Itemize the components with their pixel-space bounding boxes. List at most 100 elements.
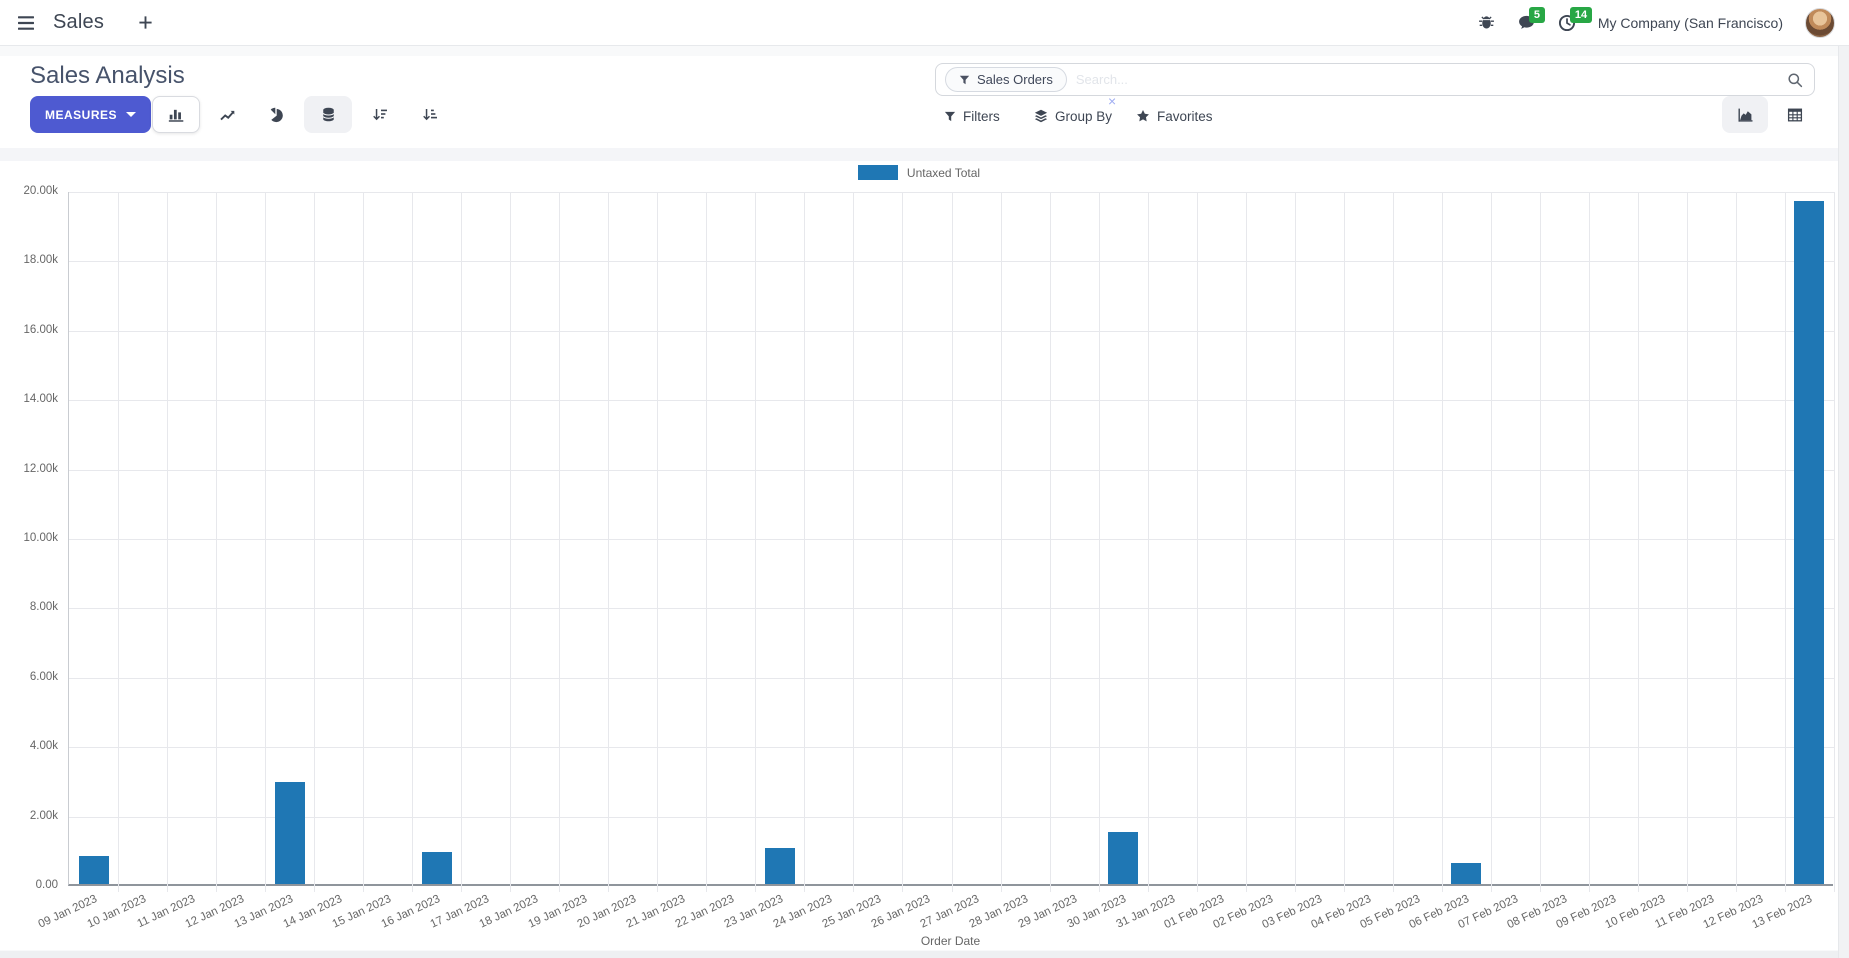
bar-13-feb-2023[interactable] <box>1794 201 1825 884</box>
v-gridline <box>1539 192 1541 892</box>
graph-view-switch-button[interactable] <box>1722 96 1768 133</box>
favorites-button[interactable]: Favorites <box>1136 101 1213 131</box>
line-chart-icon <box>220 110 235 120</box>
line-chart-view-button[interactable] <box>204 96 252 133</box>
filters-button[interactable]: Filters <box>944 101 1000 131</box>
database-stacked-icon <box>322 107 334 122</box>
v-gridline <box>461 192 463 892</box>
y-tick-label: 4.00k <box>29 740 58 753</box>
v-gridline <box>1686 192 1688 892</box>
legend-swatch <box>857 165 898 180</box>
bar-30-jan-2023[interactable] <box>1108 831 1139 884</box>
search-bar[interactable]: Sales Orders <box>935 63 1815 96</box>
groupby-label: Group By <box>1055 108 1113 124</box>
debug-bug-icon[interactable] <box>1478 14 1495 31</box>
top-navbar: Sales 5 14 My Compa <box>0 0 1849 46</box>
v-gridline <box>1245 192 1247 892</box>
v-gridline <box>363 192 365 892</box>
vertical-scrollbar[interactable] <box>1838 46 1849 958</box>
v-gridline <box>510 192 512 892</box>
sort-ascending-button[interactable] <box>408 96 452 133</box>
search-input[interactable] <box>1075 72 1778 87</box>
activities-count-badge: 14 <box>1569 6 1593 23</box>
v-gridline <box>951 192 953 892</box>
activities-clock-icon[interactable]: 14 <box>1558 6 1593 32</box>
v-gridline <box>1637 192 1639 892</box>
bar-chart-view-button[interactable] <box>152 96 200 133</box>
v-gridline <box>1834 192 1835 892</box>
v-gridline <box>1588 192 1590 892</box>
v-gridline <box>1784 192 1786 892</box>
v-gridline <box>314 192 316 892</box>
search-facet-sales-orders[interactable]: Sales Orders <box>945 67 1067 92</box>
user-avatar[interactable] <box>1805 7 1835 38</box>
sort-asc-icon <box>423 108 437 120</box>
v-gridline <box>1147 192 1149 892</box>
v-gridline <box>412 192 414 892</box>
bar-13-jan-2023[interactable] <box>274 782 305 884</box>
v-gridline <box>118 192 120 892</box>
v-gridline <box>1490 192 1492 892</box>
groupby-button[interactable]: Group By <box>1034 101 1112 131</box>
v-gridline <box>902 192 904 892</box>
chart-legend[interactable]: Untaxed Total <box>0 165 1838 180</box>
v-gridline <box>1343 192 1345 892</box>
sort-desc-icon <box>373 108 387 120</box>
bar-06-feb-2023[interactable] <box>1451 862 1482 884</box>
y-tick-label: 2.00k <box>29 809 58 822</box>
messages-count-badge: 5 <box>1528 7 1545 23</box>
bar-chart-icon <box>168 109 183 122</box>
bar-09-jan-2023[interactable] <box>78 855 109 884</box>
v-gridline <box>1000 192 1002 892</box>
y-tick-label: 8.00k <box>29 601 58 614</box>
control-panel: Sales Analysis MEASURES <box>0 56 1838 148</box>
v-gridline <box>755 192 757 892</box>
facet-remove-x[interactable]: × <box>1108 93 1117 109</box>
v-gridline <box>1392 192 1394 892</box>
stacked-toggle-button[interactable] <box>304 96 352 133</box>
horizontal-scrollbar[interactable] <box>0 951 1838 958</box>
bar-23-jan-2023[interactable] <box>764 847 795 884</box>
filters-label: Filters <box>963 108 1000 124</box>
y-tick-label: 12.00k <box>23 462 58 475</box>
pivot-table-icon <box>1787 108 1803 121</box>
bar-16-jan-2023[interactable] <box>421 851 452 884</box>
app-name[interactable]: Sales <box>53 11 105 33</box>
sales-analysis-chart: Untaxed Total 09 Jan 2023 10 Jan 2023 11 J… <box>0 161 1838 950</box>
v-gridline <box>559 192 561 892</box>
legend-label: Untaxed Total <box>906 165 981 180</box>
y-tick-label: 0.00 <box>35 879 58 891</box>
pie-chart-view-button[interactable] <box>252 96 300 133</box>
y-tick-label: 14.00k <box>23 393 58 406</box>
sort-descending-button[interactable] <box>358 96 402 133</box>
filters-funnel-icon <box>944 111 956 121</box>
pivot-view-switch-button[interactable] <box>1772 96 1818 133</box>
area-chart-icon <box>1738 108 1752 122</box>
search-facet-label: Sales Orders <box>977 72 1053 87</box>
panel-divider <box>0 148 1838 161</box>
star-icon <box>1137 109 1149 122</box>
y-tick-label: 10.00k <box>23 532 58 544</box>
messages-icon[interactable]: 5 <box>1517 7 1545 31</box>
x-axis-title: Order Date <box>920 934 981 948</box>
pie-chart-icon <box>270 107 283 122</box>
new-tab-plus-icon[interactable] <box>138 15 153 30</box>
v-gridline <box>1735 192 1737 892</box>
v-gridline <box>1049 192 1051 892</box>
caret-down-icon <box>126 112 137 117</box>
apps-menu-icon[interactable] <box>16 15 36 31</box>
v-gridline <box>1196 192 1198 892</box>
page-title: Sales Analysis <box>30 62 185 89</box>
v-gridline <box>657 192 659 892</box>
search-icon[interactable] <box>1787 72 1803 88</box>
company-switcher[interactable]: My Company (San Francisco) <box>1597 14 1783 31</box>
favorites-label: Favorites <box>1157 108 1213 124</box>
v-gridline <box>216 192 218 892</box>
v-gridline <box>1441 192 1443 892</box>
y-tick-label: 18.00k <box>23 254 58 267</box>
filter-funnel-icon <box>959 75 970 84</box>
y-tick-label: 16.00k <box>23 323 58 336</box>
v-gridline <box>265 192 267 892</box>
measures-button[interactable]: MEASURES <box>30 96 152 133</box>
y-tick-label: 6.00k <box>29 670 58 683</box>
